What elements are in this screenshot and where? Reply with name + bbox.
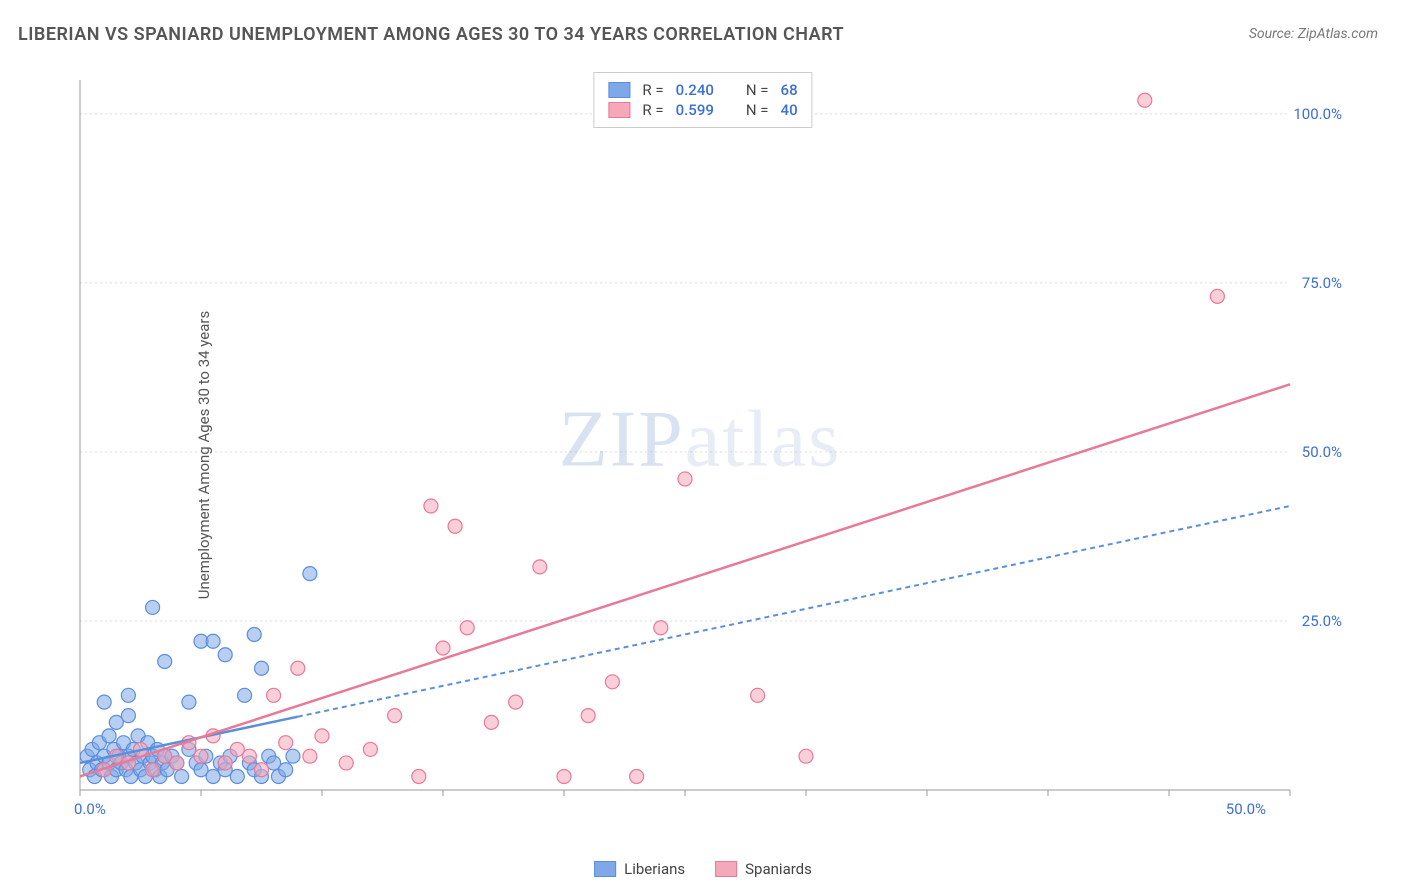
legend-item: Spaniards — [715, 860, 812, 878]
svg-text:75.0%: 75.0% — [1302, 274, 1342, 292]
svg-text:50.0%: 50.0% — [1302, 443, 1342, 461]
svg-text:0.0%: 0.0% — [74, 800, 106, 818]
liberians-n-value: 68 — [781, 81, 798, 99]
chart-title: LIBERIAN VS SPANIARD UNEMPLOYMENT AMONG … — [18, 24, 844, 45]
r-label: R = — [642, 101, 663, 119]
n-label: N = — [746, 81, 769, 99]
legend-stats: R = 0.240 N = 68 R = 0.599 N = 40 — [593, 72, 812, 128]
legend-stats-row: R = 0.599 N = 40 — [608, 101, 797, 119]
r-label: R = — [642, 81, 663, 99]
source-label: Source: ZipAtlas.com — [1249, 26, 1378, 42]
legend-item: Liberians — [594, 860, 685, 878]
plot-area: Unemployment Among Ages 30 to 34 years Z… — [50, 70, 1350, 840]
n-label: N = — [746, 101, 769, 119]
svg-text:25.0%: 25.0% — [1302, 612, 1342, 630]
liberians-swatch-icon — [594, 861, 616, 877]
svg-text:50.0%: 50.0% — [1226, 800, 1266, 818]
liberians-r-value: 0.240 — [676, 81, 714, 99]
liberians-swatch-icon — [608, 82, 630, 98]
legend-stats-row: R = 0.240 N = 68 — [608, 81, 797, 99]
spaniards-swatch-icon — [715, 861, 737, 877]
chart-svg: 25.0% 50.0% 75.0% 100.0% 0.0% 50.0% — [50, 70, 1350, 840]
spaniards-r-value: 0.599 — [676, 101, 714, 119]
spaniards-n-value: 40 — [781, 101, 798, 119]
spaniards-swatch-icon — [608, 102, 630, 118]
svg-text:100.0%: 100.0% — [1293, 105, 1342, 123]
y-axis-label: Unemployment Among Ages 30 to 34 years — [195, 311, 213, 599]
legend-series: Liberians Spaniards — [594, 860, 812, 878]
liberians-label: Liberians — [624, 860, 685, 878]
spaniards-label: Spaniards — [745, 860, 812, 878]
